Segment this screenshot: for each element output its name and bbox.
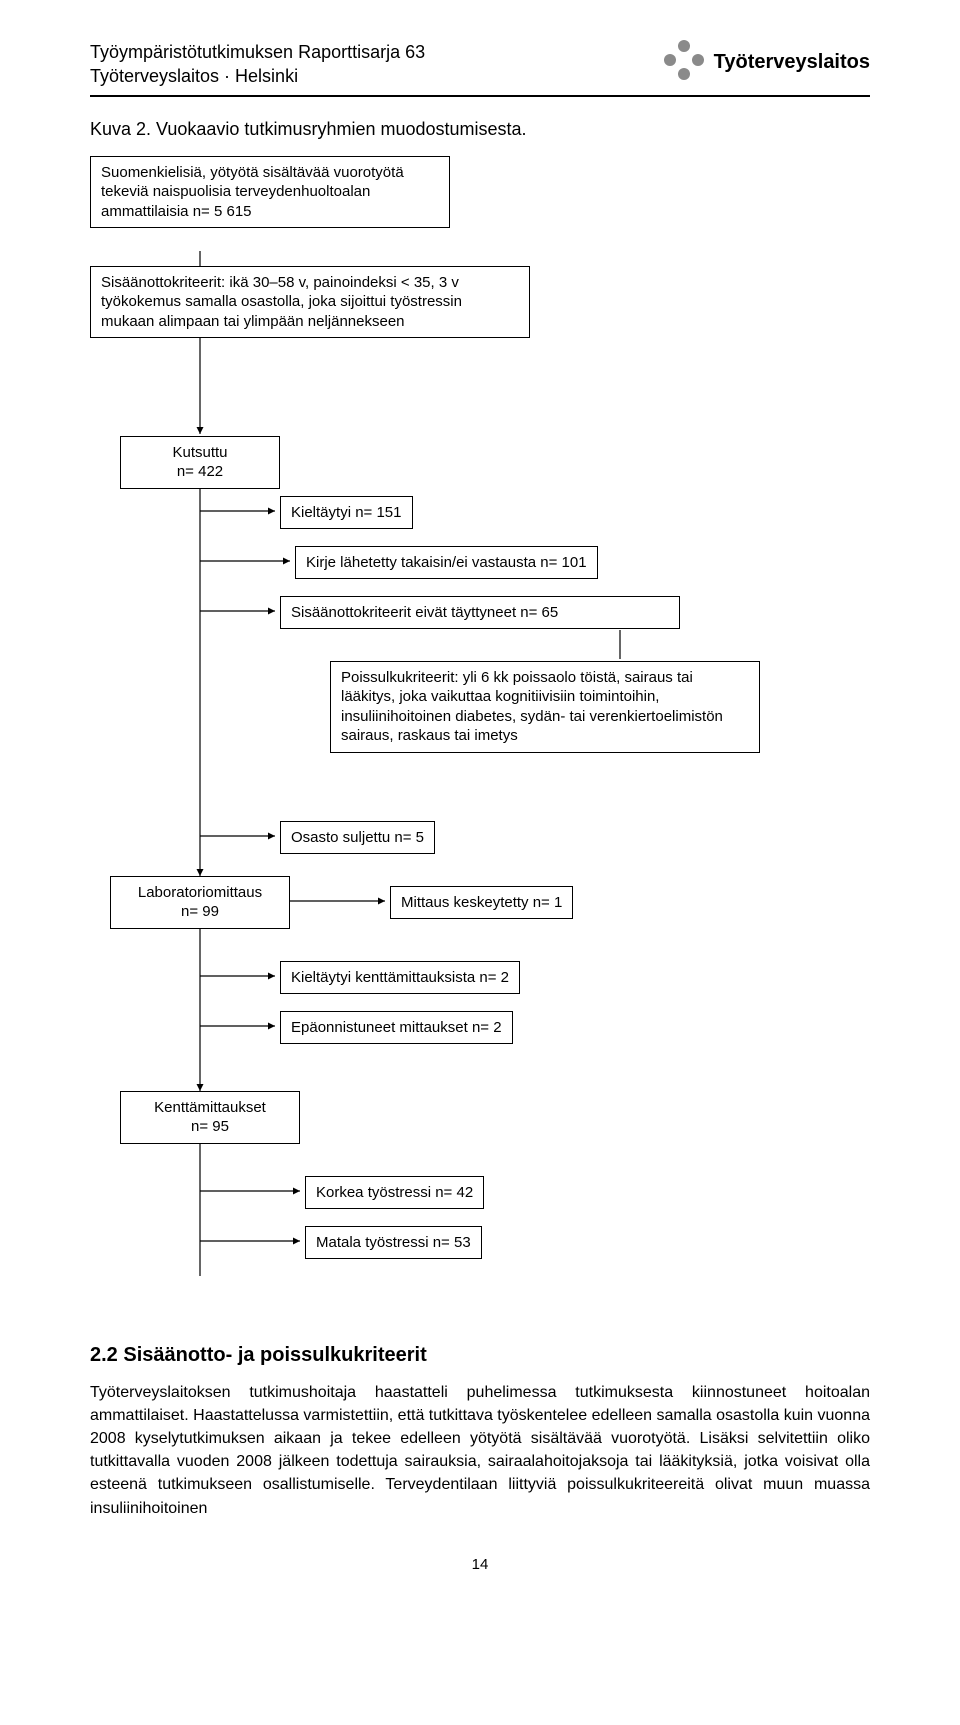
node-low-stress: Matala työstressi n= 53 (305, 1226, 482, 1260)
page-number: 14 (90, 1556, 870, 1573)
node-invited: Kutsuttu n= 422 (120, 436, 280, 489)
node-lab-measurement: Laboratoriomittaus n= 99 (110, 876, 290, 929)
node-inclusion-criteria: Sisäänottokriteerit: ikä 30–58 v, painoi… (90, 266, 530, 339)
node-ward-closed: Osasto suljettu n= 5 (280, 821, 435, 855)
header-rule (90, 95, 870, 97)
page-header: Työympäristötutkimuksen Raporttisarja 63… (90, 40, 870, 89)
node-start: Suomenkielisiä, yötyötä sisältävää vuoro… (90, 156, 450, 229)
logo-icon (662, 40, 706, 84)
logo-word: Työterveyslaitos (714, 51, 870, 74)
node-inclusion-fail: Sisäänottokriteerit eivät täyttyneet n= … (280, 596, 680, 630)
header-line-1: Työympäristötutkimuksen Raporttisarja 63 (90, 40, 425, 64)
flowchart: Suomenkielisiä, yötyötä sisältävää vuoro… (90, 156, 870, 1316)
header-line-2: Työterveyslaitos · Helsinki (90, 64, 425, 88)
body-paragraph: Työterveyslaitoksen tutkimushoitaja haas… (90, 1381, 870, 1520)
node-measurement-aborted: Mittaus keskeytetty n= 1 (390, 886, 573, 920)
node-field-refused: Kieltäytyi kenttämittauksista n= 2 (280, 961, 520, 995)
section-heading: 2.2 Sisäänotto- ja poissulkukriteerit (90, 1344, 870, 1367)
node-exclusion-criteria: Poissulkukriteerit: yli 6 kk poissaolo t… (330, 661, 760, 753)
node-failed-measurements: Epäonnistuneet mittaukset n= 2 (280, 1011, 513, 1045)
node-refused: Kieltäytyi n= 151 (280, 496, 413, 530)
logo: Työterveyslaitos (662, 40, 870, 84)
node-high-stress: Korkea työstressi n= 42 (305, 1176, 484, 1210)
node-letter-back: Kirje lähetetty takaisin/ei vastausta n=… (295, 546, 598, 580)
figure-caption: Kuva 2. Vuokaavio tutkimusryhmien muodos… (90, 119, 870, 140)
node-field-measurements: Kenttämittaukset n= 95 (120, 1091, 300, 1144)
page: Työympäristötutkimuksen Raporttisarja 63… (0, 0, 960, 1633)
header-text-block: Työympäristötutkimuksen Raporttisarja 63… (90, 40, 425, 89)
